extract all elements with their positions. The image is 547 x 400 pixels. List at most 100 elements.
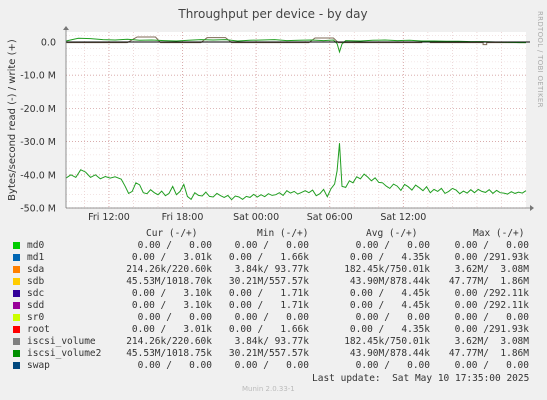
legend-row: sdb 45.53M/1018.70k 30.21M/557.57k 43.90M/8… bbox=[0, 276, 547, 288]
legend-swatch bbox=[13, 254, 20, 261]
legend-swatch bbox=[13, 266, 20, 273]
header-cur: Cur (-/+) bbox=[146, 228, 198, 239]
legend-max: 0.00 / 0.00 bbox=[454, 240, 529, 251]
legend-cur: 0.00 / 0.00 bbox=[137, 312, 212, 323]
legend-max: 0.00 /292.11k bbox=[454, 300, 529, 311]
legend-min: 0.00 / 1.66k bbox=[228, 252, 309, 263]
legend-cur: 0.00 / 0.00 bbox=[137, 360, 212, 371]
x-tick-label: Sat 12:00 bbox=[380, 212, 426, 223]
legend-name: sdc bbox=[27, 288, 45, 299]
legend-min: 0.00 / 1.66k bbox=[228, 324, 309, 335]
legend-avg: 0.00 / 4.45k bbox=[349, 300, 430, 311]
legend-max: 3.62M/ 3.08M bbox=[454, 264, 529, 275]
grid-lines bbox=[66, 32, 526, 209]
legend-avg: 0.00 / 4.45k bbox=[349, 288, 430, 299]
legend-min: 30.21M/557.57k bbox=[228, 276, 309, 287]
legend-max: 0.00 /292.11k bbox=[454, 288, 529, 299]
legend-swatch bbox=[13, 314, 20, 321]
legend-name: iscsi_volume bbox=[27, 336, 96, 347]
legend-row: root 0.00 / 3.01k 0.00 / 1.66k 0.00 / 4.35k… bbox=[0, 324, 547, 336]
chart-area: Throughput per device - by day Bytes/sec… bbox=[7, 7, 544, 223]
series-line-iscsi_volume2 bbox=[65, 143, 527, 201]
legend-swatch bbox=[13, 290, 20, 297]
legend-cur: 0.00 / 3.01k bbox=[131, 324, 212, 335]
legend-name: md0 bbox=[27, 240, 45, 251]
legend-avg: 0.00 / 4.35k bbox=[349, 252, 430, 263]
legend-avg: 0.00 / 0.00 bbox=[355, 312, 430, 323]
y-tick-label: -30.0 M bbox=[20, 137, 56, 148]
legend-avg: 0.00 / 0.00 bbox=[355, 240, 430, 251]
series-line-sdb bbox=[65, 37, 526, 54]
legend-row: md0 0.00 / 0.00 0.00 / 0.00 0.00 / 0.00 0.00… bbox=[0, 240, 547, 252]
legend-name: sdb bbox=[27, 276, 45, 287]
legend-max: 0.00 / 0.00 bbox=[454, 360, 529, 371]
header-min: Min (-/+) bbox=[257, 228, 309, 239]
legend-max: 3.62M/ 3.08M bbox=[454, 336, 529, 347]
legend-swatch bbox=[13, 338, 20, 345]
legend-row: swap 0.00 / 0.00 0.00 / 0.00 0.00 / 0.00 0.0… bbox=[0, 360, 547, 372]
legend-swatch bbox=[13, 350, 20, 357]
y-tick-label: -10.0 M bbox=[20, 71, 56, 82]
legend-min: 3.84k/ 93.77k bbox=[234, 336, 309, 347]
axes: 0.0 -10.0 M -20.0 M -30.0 M -40.0 M -50.0 M Fr… bbox=[20, 26, 534, 223]
legend-avg: 43.90M/878.44k bbox=[349, 276, 430, 287]
legend-avg: 0.00 / 4.35k bbox=[349, 324, 430, 335]
x-tick-label: Fri 12:00 bbox=[88, 212, 130, 223]
y-axis-arrow bbox=[63, 26, 69, 30]
legend-max: 0.00 /291.93k bbox=[454, 324, 529, 335]
legend-name: sda bbox=[27, 264, 45, 275]
legend-avg: 182.45k/750.01k bbox=[344, 336, 430, 347]
last-update: Last update: Sat May 10 17:35:00 2025 bbox=[312, 373, 530, 384]
legend-name: sr0 bbox=[27, 312, 45, 323]
legend-min: 0.00 / 0.00 bbox=[234, 312, 309, 323]
legend-cur: 214.26k/220.60k bbox=[126, 264, 212, 275]
legend-name: iscsi_volume2 bbox=[27, 348, 102, 359]
munin-version: Munin 2.0.33-1 bbox=[242, 385, 295, 393]
legend-row: sdd 0.00 / 3.10k 0.00 / 1.71k 0.00 / 4.45k 0… bbox=[0, 300, 547, 312]
x-tick-label: Sat 06:00 bbox=[307, 212, 353, 223]
legend-max: 0.00 / 0.00 bbox=[454, 312, 529, 323]
series-lines bbox=[65, 36, 527, 201]
legend-row: sdc 0.00 / 3.10k 0.00 / 1.71k 0.00 / 4.45k 0… bbox=[0, 288, 547, 300]
x-tick-label: Sat 00:00 bbox=[233, 212, 279, 223]
legend-row: sda 214.26k/220.60k 3.84k/ 93.77k 182.45k/7… bbox=[0, 264, 547, 276]
legend-min: 0.00 / 1.71k bbox=[228, 300, 309, 311]
y-tick-label: -50.0 M bbox=[20, 204, 56, 215]
legend-max: 47.77M/ 1.86M bbox=[448, 348, 529, 359]
rrdtool-credit: RRDTOOL / TOBI OETIKER bbox=[536, 11, 544, 108]
legend-min: 3.84k/ 93.77k bbox=[234, 264, 309, 275]
legend-max: 0.00 /291.93k bbox=[454, 252, 529, 263]
chart-title: Throughput per device - by day bbox=[177, 7, 367, 21]
legend-name: root bbox=[27, 324, 50, 335]
y-tick-label: 0.0 bbox=[41, 37, 56, 48]
plot-background bbox=[66, 32, 526, 208]
legend-cur: 0.00 / 3.01k bbox=[131, 252, 212, 263]
legend-cur: 214.26k/220.60k bbox=[126, 336, 212, 347]
legend-avg: 0.00 / 0.00 bbox=[355, 360, 430, 371]
legend-row: iscsi_volume 214.26k/220.60k 3.84k/ 93.77k… bbox=[0, 336, 547, 348]
y-tick-label: -20.0 M bbox=[20, 104, 56, 115]
legend-min: 0.00 / 1.71k bbox=[228, 288, 309, 299]
legend-row: iscsi_volume2 45.53M/1018.75k 30.21M/557.5… bbox=[0, 348, 547, 360]
legend-cur: 0.00 / 3.10k bbox=[131, 300, 212, 311]
legend-name: swap bbox=[27, 360, 50, 371]
legend-row: sr0 0.00 / 0.00 0.00 / 0.00 0.00 / 0.00 0.00… bbox=[0, 312, 547, 324]
legend-cur: 0.00 / 3.10k bbox=[131, 288, 212, 299]
y-axis-label: Bytes/second read (-) / write (+) bbox=[7, 39, 18, 201]
x-tick-label: Fri 18:00 bbox=[162, 212, 204, 223]
legend-swatch bbox=[13, 242, 20, 249]
legend-min: 0.00 / 0.00 bbox=[234, 240, 309, 251]
legend-swatch bbox=[13, 302, 20, 309]
legend-max: 47.77M/ 1.86M bbox=[448, 276, 529, 287]
legend-cur: 45.53M/1018.75k bbox=[126, 348, 212, 359]
legend-avg: 182.45k/750.01k bbox=[344, 264, 430, 275]
legend-header: Cur (-/+) Min (-/+) Avg (-/+) Max (-/+) bbox=[0, 228, 547, 240]
y-tick-label: -40.0 M bbox=[20, 170, 56, 181]
legend-name: md1 bbox=[27, 252, 45, 263]
legend-cur: 0.00 / 0.00 bbox=[137, 240, 212, 251]
legend-swatch bbox=[13, 362, 20, 369]
legend-row: md1 0.00 / 3.01k 0.00 / 1.66k 0.00 / 4.35k 0… bbox=[0, 252, 547, 264]
legend-name: sdd bbox=[27, 300, 45, 311]
legend-cur: 45.53M/1018.70k bbox=[126, 276, 212, 287]
legend-min: 0.00 / 0.00 bbox=[234, 360, 309, 371]
